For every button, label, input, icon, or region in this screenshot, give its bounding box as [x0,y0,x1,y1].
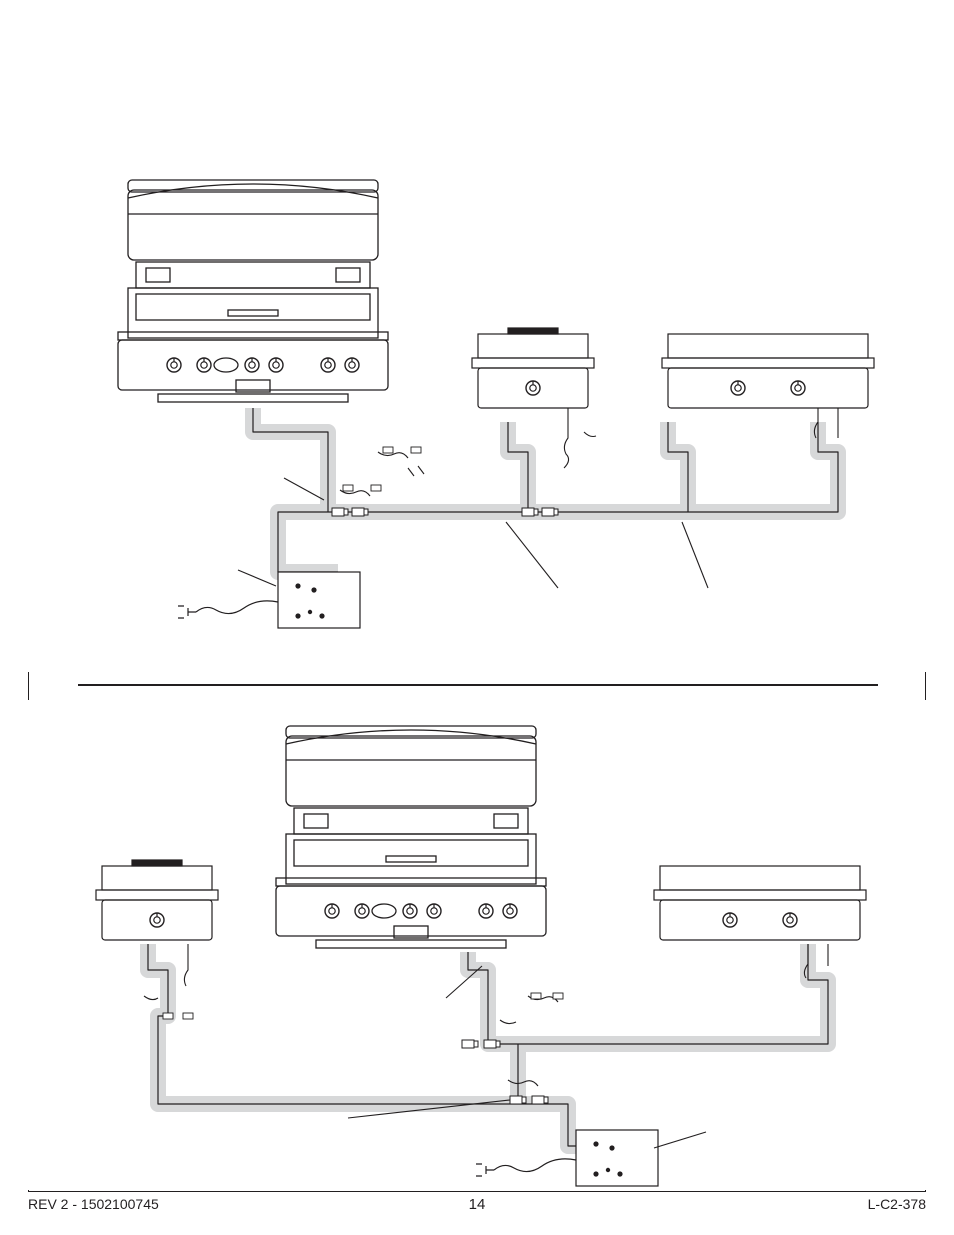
diagram-divider [78,684,878,686]
footer-page-number: 14 [28,1196,926,1213]
footer: REV 2 - 1502100745 14 L-C2-378 [28,1196,926,1212]
page: INSTALLATION (cont.) POWER SUPPLY (MULTI… [0,0,954,1235]
diagram2 [28,700,926,1190]
diagram1 [28,12,926,672]
